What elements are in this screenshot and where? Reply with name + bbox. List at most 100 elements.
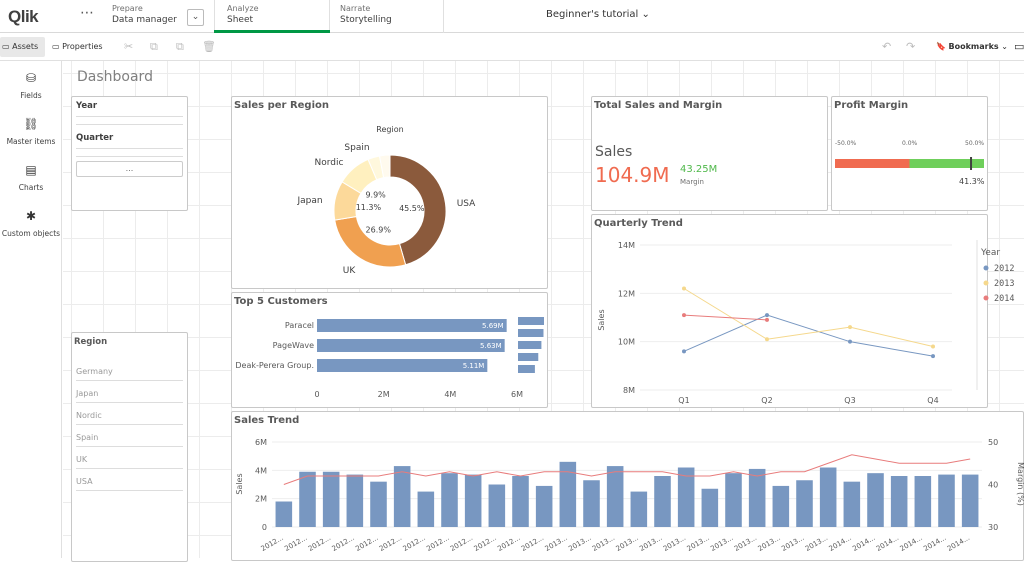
sidebar-item-custom-objects[interactable]: ✱ Custom objects [0,209,62,238]
region-filter-title: Region [74,337,108,347]
nav-analyze-sub: Sheet [227,15,254,25]
x-tick-label: 2013... [733,534,758,553]
x-tick-label: 2014... [946,534,971,553]
gauge-value: 41.3% [959,177,985,186]
sheet-title: Dashboard [77,69,153,85]
chevron-down-icon[interactable]: ⌄ [187,9,204,26]
panel-icon: ▭ [2,42,10,51]
region-filter-item[interactable]: Japan [76,385,183,403]
x-tick-label: 2013... [567,534,592,553]
bar [464,474,482,527]
filter-divider [76,151,183,157]
data-point [931,354,935,359]
sales-per-region-chart[interactable]: Sales per Region Region 45.5% USA 26.9% UK 11… [231,96,548,289]
region-filter: Region Germany Japan Nordic Spain UK USA [71,332,188,562]
panel-toggle-icon[interactable]: ▭ [1014,40,1024,53]
x-tick-label: 2014... [851,534,876,553]
paste-icon[interactable]: ⧉ [176,40,184,53]
x-tick-label: 2012... [307,534,332,553]
chart-title: Sales Trend [234,415,300,426]
bar [535,485,553,527]
bar [772,485,790,527]
redo-icon[interactable]: ↷ [906,40,916,53]
gauge-marker [970,157,973,170]
x-tick-label: 2012... [520,534,545,553]
legend-marker [983,295,989,301]
nav-narrate-sub: Storytelling [340,15,392,25]
sidebar-item-charts[interactable]: ▤ Charts [0,163,62,192]
gauge-tick: 0.0% [902,140,918,147]
x-tick-label: Q2 [761,396,772,405]
app-title: Beginner's tutorial [546,9,639,20]
qlik-logo[interactable]: Qlik [8,7,39,26]
gauge-bar [835,157,984,170]
data-point [682,286,686,291]
more-filters-button[interactable]: ... [76,161,183,177]
series-line [683,288,934,347]
y2-tick-label: 30 [988,523,998,532]
x-tick-label: 2013... [662,534,687,553]
database-icon: ⛁ [25,71,37,85]
region-filter-item[interactable]: Nordic [76,407,183,425]
sidebar-item-master-items[interactable]: ⛓ Master items [0,117,62,146]
copy-icon[interactable]: ⧉ [150,40,158,53]
x-tick-label: 0 [314,390,319,399]
more-dots-icon[interactable]: ⋯ [80,5,94,21]
region-filter-item[interactable]: Germany [76,363,183,381]
bar [317,339,505,352]
filter-pane: Year Quarter ... [71,96,188,211]
link-icon: ⛓ [23,117,39,131]
bar [299,471,316,527]
series-line [683,314,934,357]
quarterly-trend-chart[interactable]: Quarterly Trend Sales 8M 10M 12M 14M Q1 Q2 Q3 Q4… [591,214,1014,408]
app-title-dropdown[interactable]: Beginner's tutorial ⌄ [546,9,650,20]
x-tick-label: Q1 [678,396,689,405]
bookmarks-button[interactable]: 🔖 Bookmarks ⌄ [934,37,1010,57]
top-customers-chart[interactable]: Top 5 Customers Paracel 5.69M PageWave 5.63… [231,292,548,408]
legend-marker [983,265,989,271]
slice-value-label: 45.5% [399,204,425,213]
nav-analyze[interactable]: Analyze Sheet [214,0,330,33]
bar [417,491,435,527]
bar [393,466,411,527]
y-tick-label: 14M [618,241,635,250]
properties-button[interactable]: ▭ Properties [50,37,112,57]
gauge-positive-segment [909,159,984,168]
kpi-value: 104.9M [595,163,670,187]
bar-value-label: 5.63M [480,342,502,350]
nav-narrate[interactable]: Narrate Storytelling [328,0,444,33]
legend-title: Region [376,125,403,134]
sales-trend-chart[interactable]: Sales Trend Sales Margin (%) 0 2M 4M 6M 30 40 50… [231,411,1024,561]
line-chart: Sales 8M 10M 12M 14M Q1 Q2 Q3 Q4 2012 2013 2014 Year [597,240,1014,405]
delete-icon[interactable]: 🗑 [202,40,216,53]
pie-slice [389,154,447,266]
x-tick-label: 2012... [402,534,427,553]
x-tick-label: 2013... [709,534,734,553]
margin-line [283,454,971,485]
cut-icon[interactable]: ✂ [124,40,134,53]
undo-icon[interactable]: ↶ [882,40,892,53]
profit-margin-gauge[interactable]: Profit Margin -50.0% 0.0% 50.0% 41.3% [831,96,988,211]
data-point [765,313,769,318]
x-tick-label: 2012... [496,534,521,553]
x-tick-label: 2014... [875,534,900,553]
y-tick-label: 2M [255,495,267,504]
gauge-title: Profit Margin [834,100,909,111]
nav-prepare[interactable]: Prepare Data manager [100,0,210,33]
bar [317,359,488,372]
slice-category-label: Nordic [315,158,344,168]
sidebar-item-fields[interactable]: ⛁ Fields [0,71,62,100]
region-filter-item[interactable]: USA [76,473,183,491]
filter-quarter[interactable]: Quarter [76,133,183,149]
y2-axis-label: Margin (%) [1016,462,1024,506]
region-filter-item[interactable]: Spain [76,429,183,447]
pie-slice [334,215,407,268]
assets-button[interactable]: ▭ Assets [0,37,45,57]
x-tick-label: 2013... [544,534,569,553]
bar [677,467,695,527]
filter-year[interactable]: Year [76,101,183,117]
x-tick-label: 2014... [828,534,853,553]
kpi-card[interactable]: Total Sales and Margin Sales 104.9M 43.2… [591,96,828,211]
x-tick-label: 2012... [354,534,379,553]
region-filter-item[interactable]: UK [76,451,183,469]
